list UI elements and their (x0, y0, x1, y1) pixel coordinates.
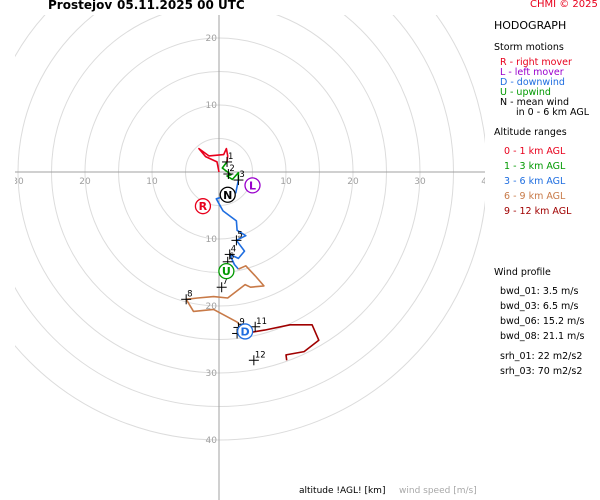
storm-motion-marker (219, 186, 236, 203)
altitude-range-3-6: 3 - 6 km AGL (504, 176, 566, 187)
storm-motion-left: L - left mover (500, 67, 564, 78)
wind-speed-axis-label: wind speed [m/s] (399, 486, 477, 496)
altitude-marker-label: 5 (237, 230, 242, 240)
x-tick-label: 20 (79, 177, 91, 187)
storm-motion-label: D (241, 325, 250, 338)
storm-motion-label: N (223, 189, 232, 202)
altitude-marker-label: 1 (228, 152, 233, 162)
storm-motion-marker (194, 198, 212, 215)
altitude-range-9-12: 9 - 12 km AGL (504, 206, 572, 217)
altitude-range-1-3: 1 - 3 km AGL (504, 161, 566, 172)
copyright: CHMI © 2025 (530, 0, 598, 10)
hodograph-series-2 (221, 161, 240, 181)
hodograph-series-1 (198, 147, 229, 173)
storm-motion-label: L (249, 179, 256, 192)
legend-title: HODOGRAPH (494, 19, 567, 32)
storm-motion-right: R - right mover (500, 57, 572, 68)
x-tick-label: 10 (146, 177, 158, 187)
station-name: Prostejov (48, 0, 113, 12)
altitude-marker-label: 8 (187, 289, 192, 299)
storm-motions-title: Storm motions (494, 42, 564, 53)
wind-profile-bwd03: bwd_03: 6.5 m/s (500, 301, 579, 312)
range-ring (15, 15, 454, 407)
storm-motion-upwind: U - upwind (500, 87, 551, 98)
sounding-datetime: 05.11.2025 00 UTC (117, 0, 245, 12)
wind-profile-srh01: srh_01: 22 m2/s2 (500, 351, 583, 362)
altitude-marker-label: 9 (239, 317, 244, 327)
plot-area: 4030201010203040102010203040123456789101… (12, 15, 493, 500)
altitude-marker-label: 3 (239, 170, 244, 180)
altitude-marker-label: 11 (256, 317, 267, 327)
altitude-axis-label: altitude !AGL! [km] (299, 486, 386, 496)
wind-profile-bwd06: bwd_06: 15.2 m/s (500, 316, 585, 327)
x-tick-label: 10 (280, 177, 292, 187)
storm-motion-marker (244, 177, 261, 194)
storm-motion-marker (236, 323, 254, 340)
storm-motion-mean-wind-range: in 0 - 6 km AGL (516, 107, 590, 118)
storm-motion-label: R (199, 200, 208, 213)
altitude-marker-label: 12 (255, 350, 266, 360)
hodograph-series-5 (252, 324, 320, 361)
wind-profile-bwd01: bwd_01: 3.5 m/s (500, 286, 579, 297)
storm-motion-downwind: D - downwind (500, 77, 565, 88)
x-tick-label: 40 (481, 177, 493, 187)
x-tick-label: 30 (414, 177, 426, 187)
wind-profile-title: Wind profile (494, 267, 551, 278)
y-tick-label: 10 (206, 101, 218, 111)
altitude-marker-label: 4 (231, 244, 236, 254)
y-tick-label: 20 (206, 302, 218, 312)
x-tick-label: 20 (347, 177, 359, 187)
storm-motion-mean-wind: N - mean wind (500, 97, 569, 108)
hodograph-series-4 (185, 265, 265, 335)
wind-profile-bwd08: bwd_08: 21.1 m/s (500, 331, 585, 342)
y-tick-label: 20 (206, 34, 218, 44)
y-tick-label: 40 (206, 436, 218, 446)
storm-motion-label: U (222, 265, 231, 278)
y-tick-label: 30 (206, 369, 218, 379)
y-tick-label: 10 (206, 235, 218, 245)
altitude-marker-label: 2 (229, 164, 234, 174)
x-tick-label: 30 (12, 177, 24, 187)
storm-motion-marker (218, 263, 235, 280)
wind-profile-srh03: srh_03: 70 m2/s2 (500, 366, 583, 377)
altitude-range-0-1: 0 - 1 km AGL (504, 146, 566, 157)
altitude-range-6-9: 6 - 9 km AGL (504, 191, 566, 202)
altitude-marker-label: 7 (223, 277, 228, 287)
altitude-ranges-title: Altitude ranges (494, 127, 567, 138)
altitude-marker-label: 6 (229, 252, 234, 262)
